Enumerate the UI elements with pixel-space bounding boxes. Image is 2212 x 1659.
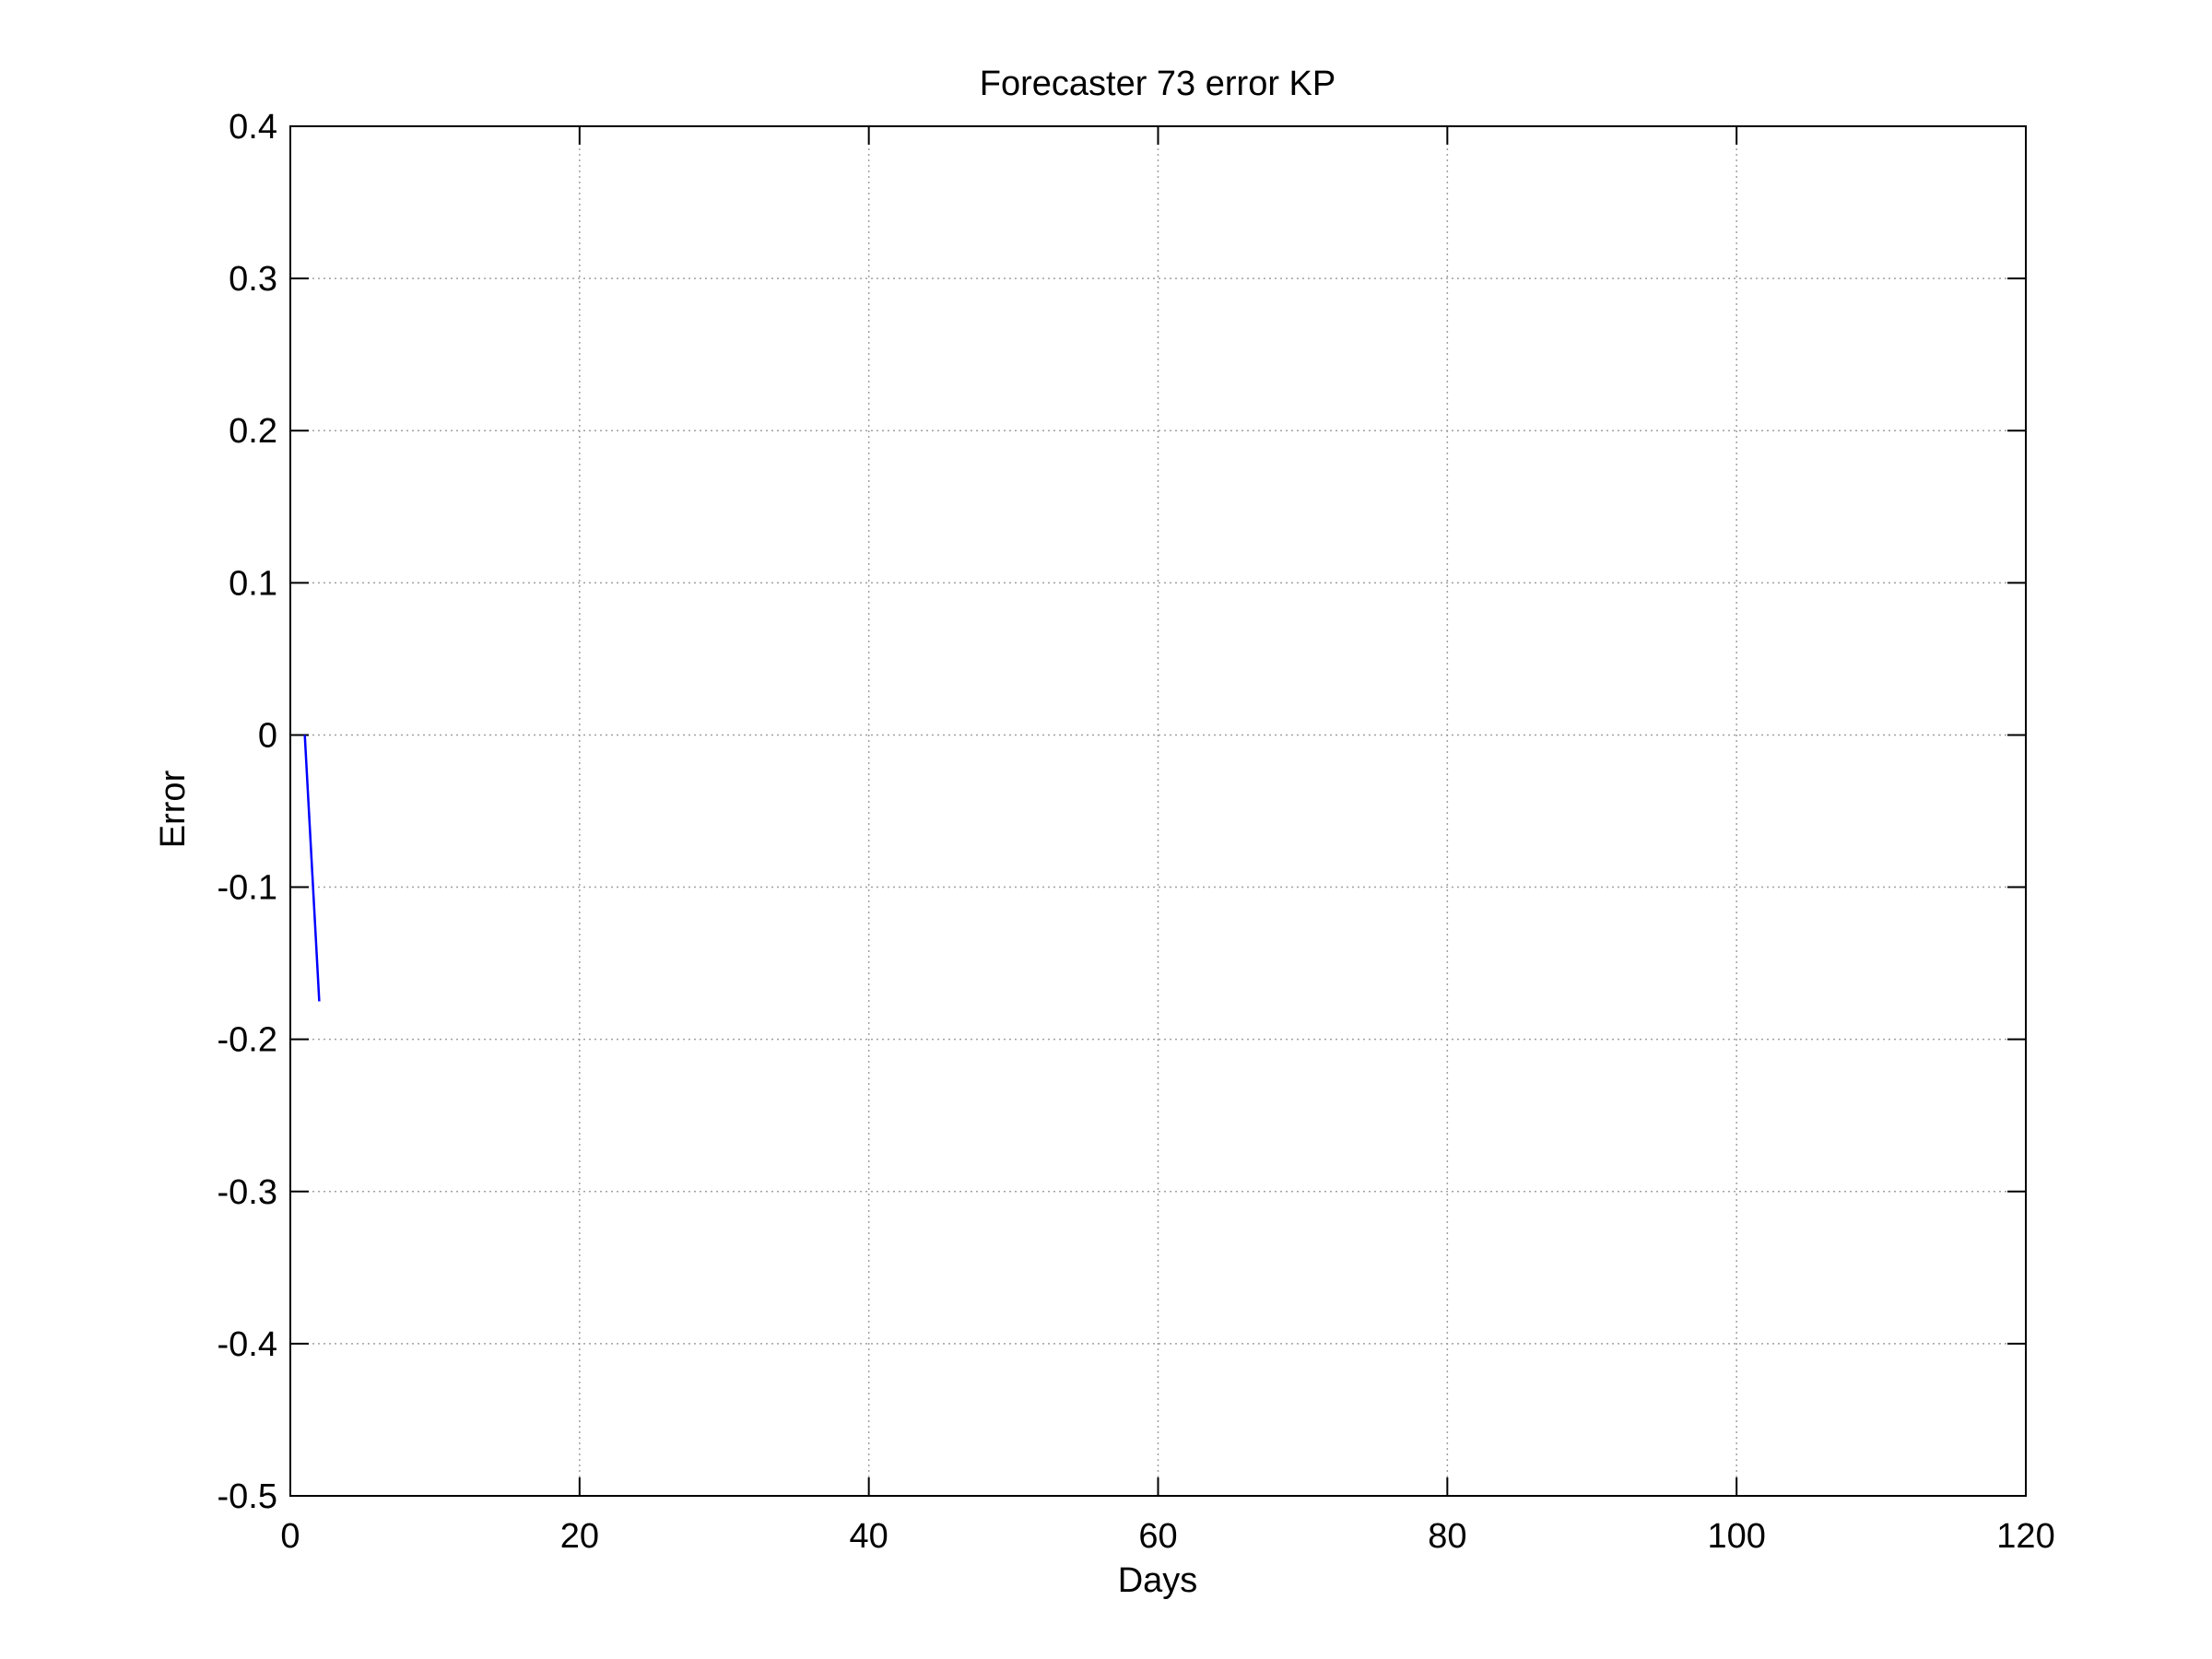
y-tick-label: -0.4 [218,1325,277,1364]
x-tick-label: 120 [1996,1517,2054,1556]
chart-title: Forecaster 73 error KP [980,65,1335,103]
x-tick-label: 100 [1707,1517,1765,1556]
y-tick-label: 0.4 [229,108,277,147]
grid-lines [290,126,2026,1496]
y-tick-label: 0.2 [229,412,277,451]
x-tick-label: 0 [280,1517,300,1556]
plot-area-frame [289,125,2027,1497]
x-axis-label: Days [1118,1561,1198,1600]
x-tick-label: 20 [560,1517,599,1556]
x-tick-label: 40 [850,1517,888,1556]
x-tick-label: 80 [1428,1517,1466,1556]
x-tick-label: 60 [1138,1517,1177,1556]
series-line-0 [303,735,321,1002]
y-tick-label: 0.1 [229,564,277,603]
y-tick-label: 0 [258,716,277,755]
y-tick-label: -0.3 [218,1173,277,1212]
y-tick-label: 0.3 [229,260,277,299]
y-tick-label: -0.1 [218,869,277,908]
y-tick-labels: -0.5 -0.4 -0.3 -0.2 -0.1 0 0.1 0.2 0.3 0.4 [218,108,277,1516]
y-tick-label: -0.2 [218,1021,277,1060]
y-axis-label: Error [154,770,193,848]
series-lines [303,735,321,1002]
y-tick-label: -0.5 [218,1477,277,1516]
x-tick-labels: 0 20 40 60 80 100 120 [280,1517,2054,1556]
